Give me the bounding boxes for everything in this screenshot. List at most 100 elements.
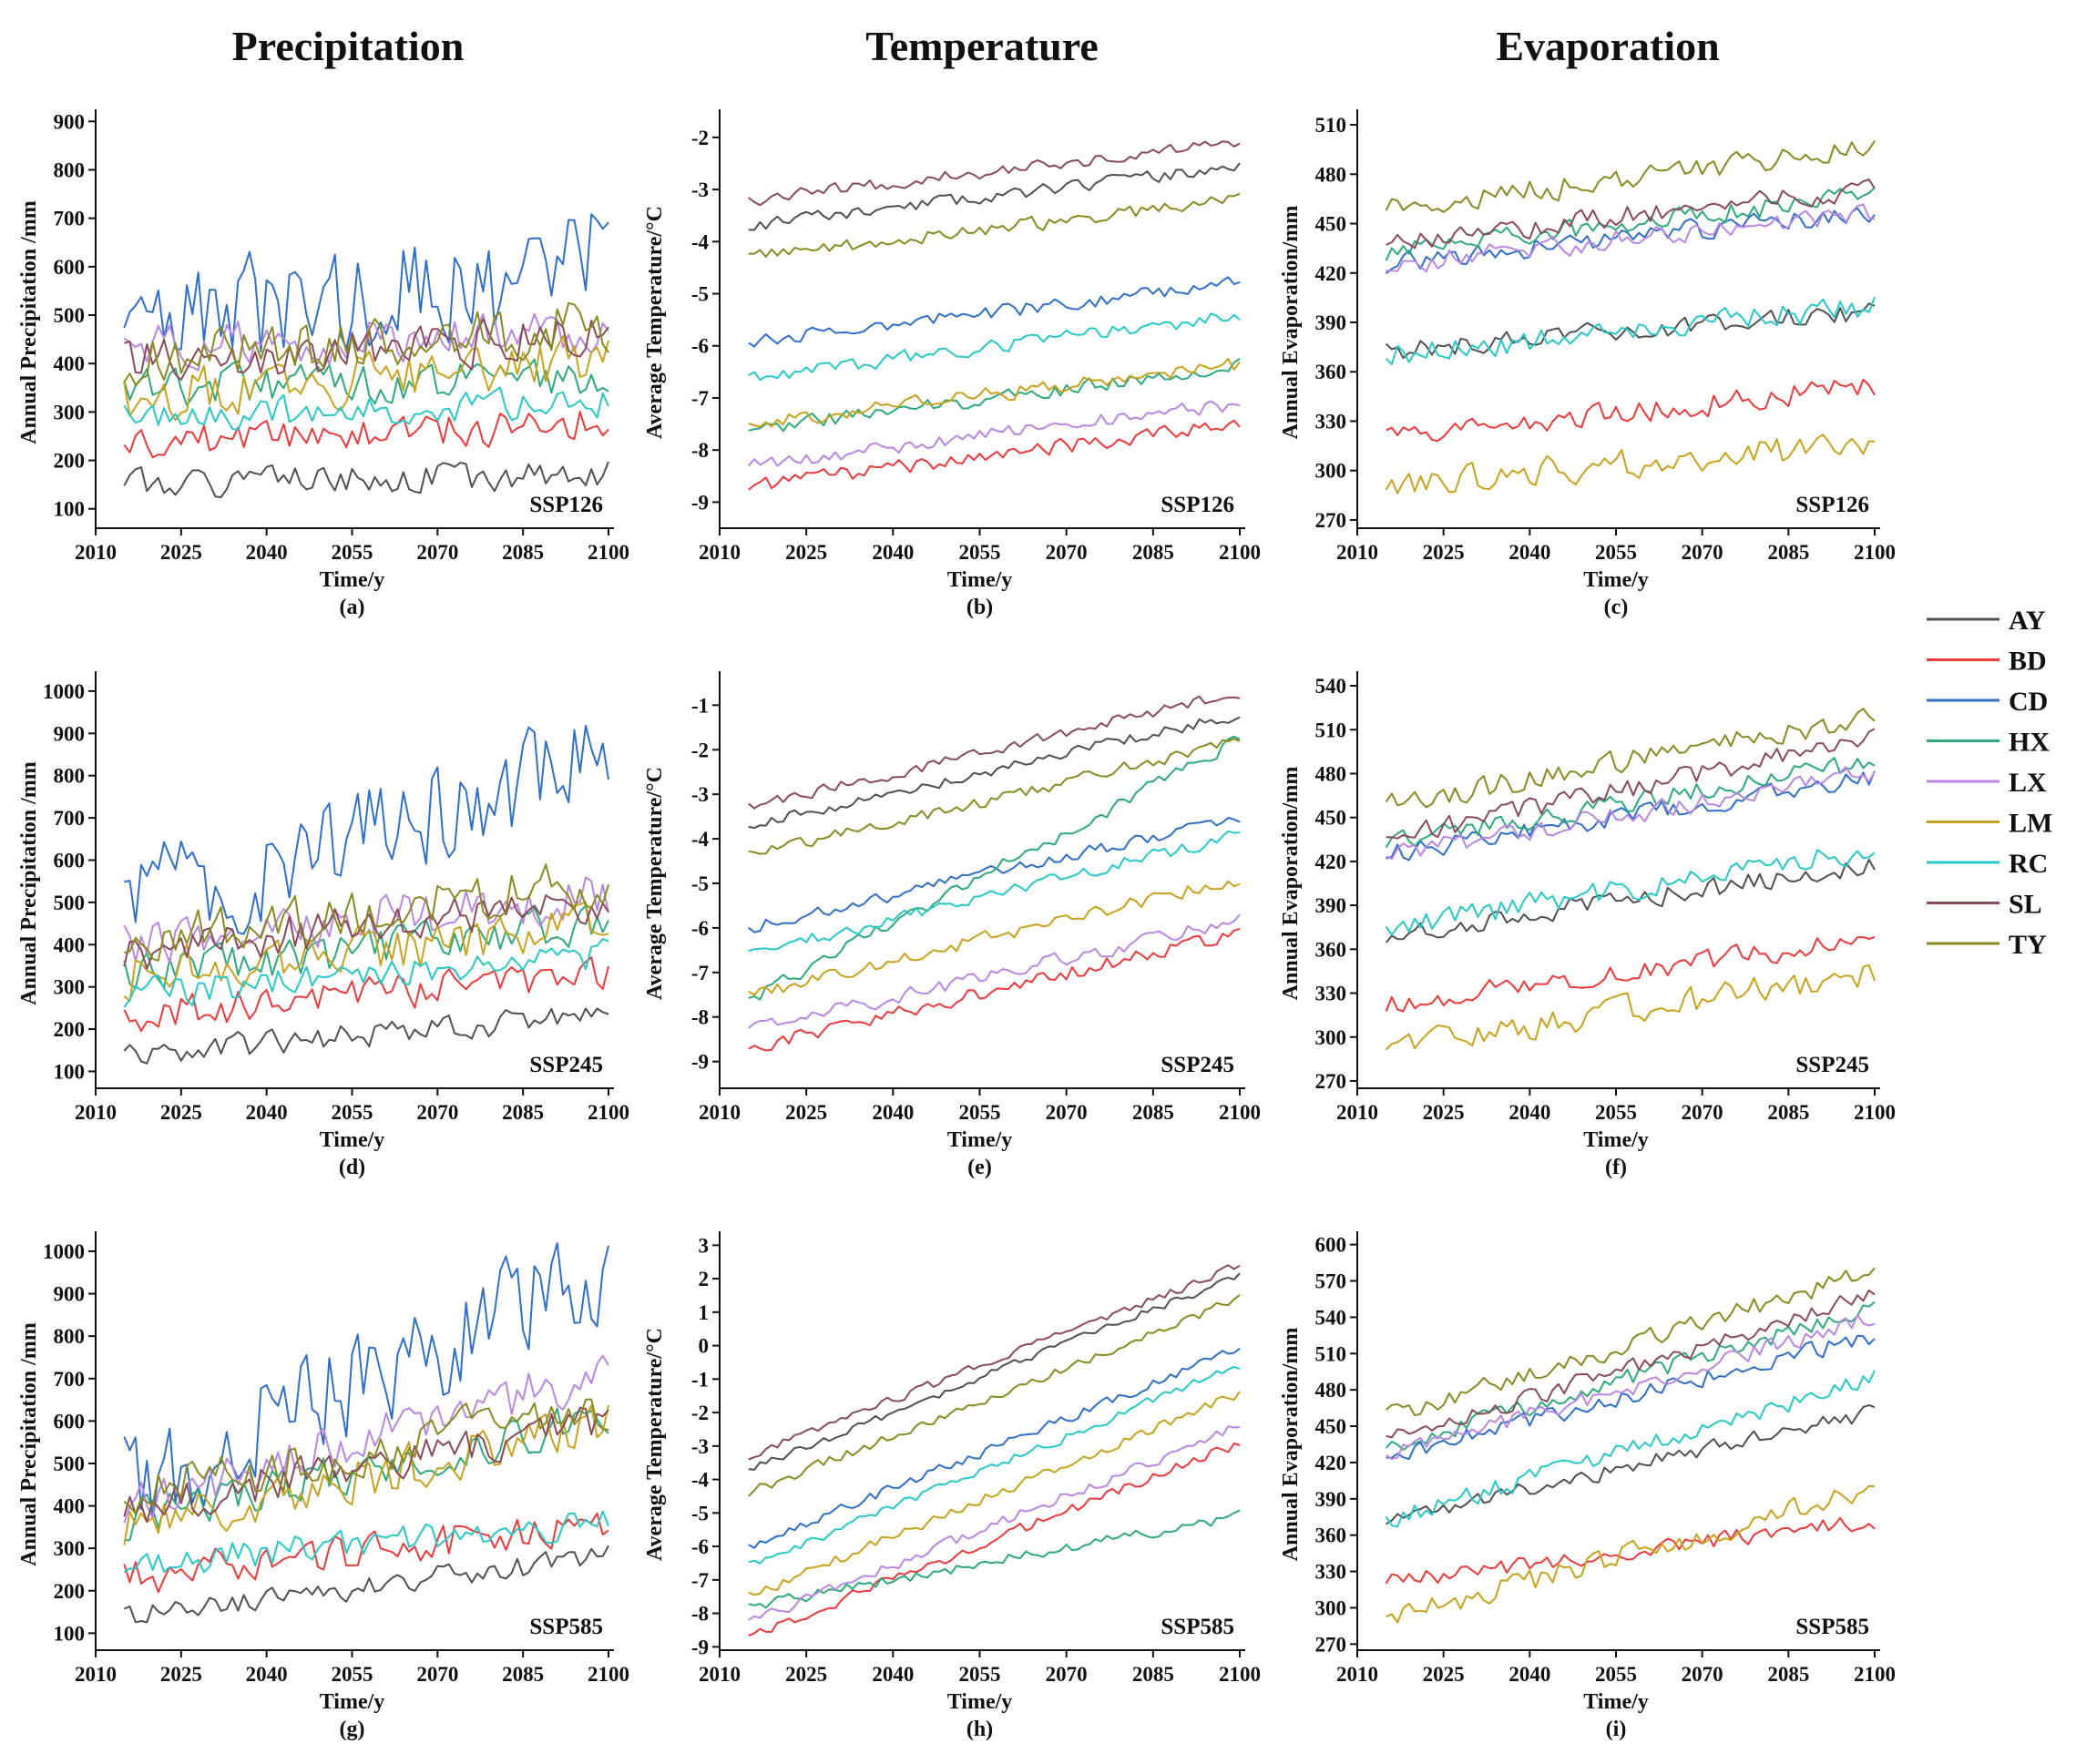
y-tick-label: 1000 xyxy=(43,1240,85,1263)
panels-group: 2010 2025 2040 2055 2070 2085 2100100200300400… xyxy=(17,109,1896,1741)
y-tick-label: 330 xyxy=(1315,1561,1347,1584)
y-tick-label: -3 xyxy=(691,178,709,201)
y-axis-label: Annual Evaporation/mm xyxy=(1279,767,1303,1001)
series-line-lx xyxy=(747,400,1241,467)
x-axis-label: Time/y xyxy=(947,568,1013,592)
series-line-ty xyxy=(123,1398,609,1514)
y-tick-label: 300 xyxy=(54,401,86,423)
series-line-lm xyxy=(123,334,609,422)
series-line-hx xyxy=(1385,1300,1876,1451)
legend-item-ay: AY xyxy=(1927,606,2046,636)
y-tick-label: 270 xyxy=(1315,1070,1347,1093)
series-line-rc xyxy=(123,938,609,1008)
x-tick-label: 2070 xyxy=(1046,1663,1088,1686)
x-tick-label: 2010 xyxy=(75,1663,117,1686)
y-tick-label: 600 xyxy=(54,849,86,872)
paren-close: ) xyxy=(986,596,993,619)
legend-label: SL xyxy=(2009,890,2042,920)
series-line-lx xyxy=(1386,766,1876,861)
scenario-label: SSP245 xyxy=(1795,1053,1869,1077)
y-tick-label: 900 xyxy=(54,110,86,133)
series-line-ay xyxy=(748,162,1241,231)
x-tick-label: 2010 xyxy=(699,1663,741,1686)
paren-open: ( xyxy=(340,1718,347,1741)
scenario-label: SSP126 xyxy=(1161,493,1234,517)
y-axis-label: Annual Precipitation /mm xyxy=(17,761,41,1005)
panel-id: d xyxy=(346,1156,359,1179)
paren-close: ) xyxy=(986,1718,993,1741)
paren-open: ( xyxy=(1604,596,1611,619)
paren-open: ( xyxy=(340,596,347,619)
series-line-lx xyxy=(123,312,609,372)
panel-sublabel: (a) xyxy=(340,596,365,619)
y-tick-label: 480 xyxy=(1315,762,1347,785)
series-line-bd xyxy=(123,1512,609,1594)
y-tick-label: 500 xyxy=(54,892,86,914)
series-line-lx xyxy=(123,1354,609,1524)
series-line-sl xyxy=(748,1264,1241,1461)
y-axis-label: Annual Precipitation /mm xyxy=(17,200,41,444)
x-tick-label: 2085 xyxy=(1132,541,1174,564)
y-tick-label: 600 xyxy=(1315,1234,1347,1257)
legend-label: LX xyxy=(2009,768,2047,798)
x-tick-label: 2055 xyxy=(332,1663,373,1686)
y-tick-label: 600 xyxy=(54,256,86,279)
series-line-cd xyxy=(124,724,609,935)
series-line-cd xyxy=(748,1347,1241,1549)
y-tick-label: 0 xyxy=(699,1335,710,1358)
y-tick-label: 450 xyxy=(1315,807,1347,830)
series-line-bd xyxy=(1386,378,1876,443)
series-line-cd xyxy=(748,276,1241,348)
x-tick-label: 2025 xyxy=(160,1663,202,1686)
chart-panel-d: 2010 2025 2040 2055 2070 2085 2100 100 200 300 400… xyxy=(17,671,629,1179)
chart-panel-f: 2010 2025 2040 2055 2070 2085 2100 270 300 330 360… xyxy=(1279,671,1896,1179)
paren-close: ) xyxy=(985,1156,992,1179)
series-line-rc xyxy=(123,386,609,431)
scenario-label: SSP245 xyxy=(529,1053,603,1077)
x-tick-label: 2085 xyxy=(1767,541,1809,564)
series-line-rc xyxy=(123,1510,609,1574)
series-line-rc xyxy=(748,312,1241,382)
series-line-lx xyxy=(1386,1314,1876,1461)
series-line-cd xyxy=(1386,770,1876,862)
x-tick-label: 2085 xyxy=(502,541,544,564)
y-tick-label: 600 xyxy=(54,1410,86,1433)
series-line-sl xyxy=(748,695,1241,810)
x-tick-label: 2040 xyxy=(872,541,914,564)
x-tick-label: 2040 xyxy=(1508,1101,1550,1124)
y-tick-label: 540 xyxy=(1315,1306,1347,1329)
legend: AY BD CD HX LX LM RC SL TY xyxy=(1927,606,2052,960)
paren-close: ) xyxy=(358,596,365,619)
series-line-ay xyxy=(123,1007,609,1065)
series-line-ay xyxy=(748,1272,1241,1471)
y-axis-label: Average Temperature/°C xyxy=(643,1328,667,1561)
series-line-rc xyxy=(1385,297,1876,365)
legend-label: TY xyxy=(2009,930,2047,960)
x-tick-label: 2100 xyxy=(1854,1101,1896,1124)
series-line-lx xyxy=(748,1425,1241,1621)
x-tick-label: 2100 xyxy=(1219,1663,1261,1686)
chart-panel-g: 2010 2025 2040 2055 2070 2085 2100 100 200 300 400… xyxy=(17,1231,629,1741)
y-tick-label: -1 xyxy=(691,1368,709,1391)
x-tick-label: 2070 xyxy=(1682,1101,1723,1124)
series-line-hx xyxy=(123,358,609,406)
y-tick-label: -8 xyxy=(691,1603,709,1626)
x-tick-label: 2055 xyxy=(332,541,373,564)
x-tick-label: 2010 xyxy=(75,1101,117,1124)
scenario-label: SSP585 xyxy=(1161,1615,1234,1639)
x-axis-label: Time/y xyxy=(1583,1690,1649,1714)
y-tick-label: -5 xyxy=(691,283,709,306)
series-line-lm xyxy=(1386,1484,1876,1624)
y-tick-label: 510 xyxy=(1315,1342,1347,1365)
legend-label: CD xyxy=(2009,687,2048,717)
panel-id: f xyxy=(1612,1156,1621,1179)
x-tick-label: 2010 xyxy=(699,541,741,564)
x-tick-label: 2085 xyxy=(502,1663,544,1686)
column-title-temperature: Temperature xyxy=(865,23,1099,69)
paren-close: ) xyxy=(1619,1718,1626,1741)
legend-item-bd: BD xyxy=(1927,647,2047,677)
y-tick-label: -9 xyxy=(691,1636,709,1658)
series-line-ty xyxy=(748,738,1241,855)
y-tick-label: 270 xyxy=(1315,509,1347,532)
